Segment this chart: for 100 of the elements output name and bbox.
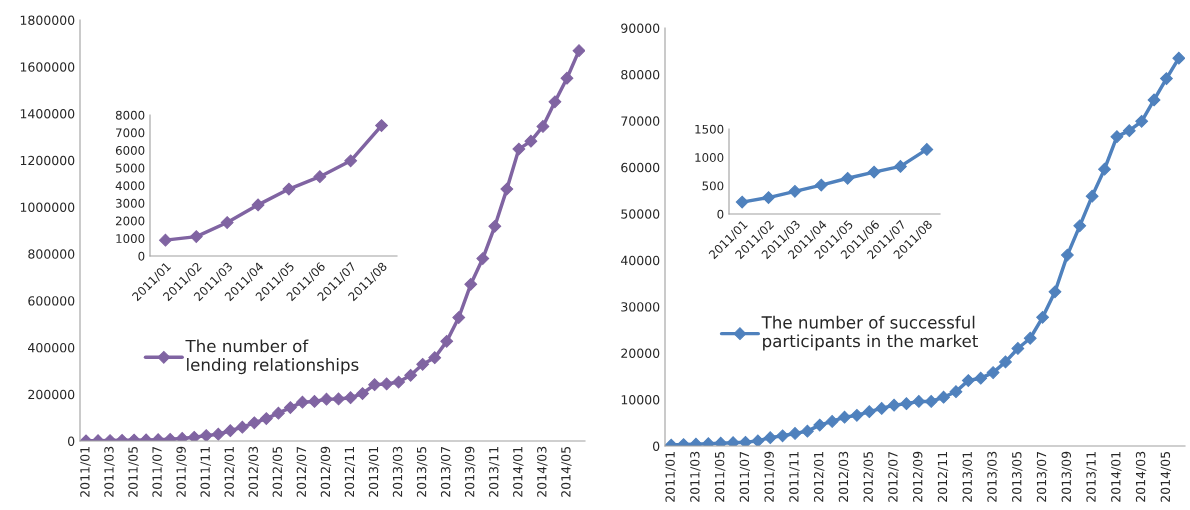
point [1011, 342, 1025, 355]
y-tick-label: 400000 [28, 342, 75, 353]
point [344, 391, 357, 405]
point [788, 184, 802, 198]
y-tick-label: 1500 [695, 124, 724, 134]
x-tick-label: 2013/07 [1036, 451, 1048, 502]
point [344, 154, 358, 168]
x-tick-label: 2013/09 [1061, 451, 1072, 502]
y-tick-label: 6000 [115, 145, 145, 155]
point [356, 387, 369, 400]
x-tick-label: 2013/01 [962, 452, 973, 502]
point [159, 233, 172, 247]
x-tick-label: 2012/05 [272, 446, 283, 497]
point [259, 412, 273, 425]
point [1135, 114, 1149, 128]
legend-label: The number of lending relationships [185, 339, 359, 375]
point [220, 216, 234, 229]
x-tick-label: 2014/01 [1111, 452, 1122, 502]
y-tick-label: 60000 [621, 162, 660, 173]
x-tick-label: 2013/05 [416, 446, 428, 497]
y-tick-label: 7000 [116, 128, 145, 138]
point [763, 431, 777, 445]
x-tick-label: 2013/01 [368, 447, 380, 497]
x-tick-label: 2012/07 [888, 451, 899, 502]
y-tick-label: 70000 [621, 116, 660, 126]
y-tick-label: 1400000 [20, 109, 75, 119]
point [762, 191, 775, 204]
point [841, 171, 855, 185]
point [1160, 72, 1173, 86]
y-tick-label: 5000 [116, 163, 145, 173]
y-tick-label: 40000 [620, 255, 660, 266]
x-tick-label: 2013/11 [1086, 452, 1097, 502]
point [320, 392, 333, 406]
x-tick-label: 2011/09 [176, 446, 187, 497]
point [999, 355, 1012, 369]
y-tick-label: 1600000 [20, 62, 75, 72]
point [296, 395, 309, 409]
y-tick-label: 30000 [621, 302, 660, 312]
point [739, 435, 752, 446]
point [1172, 51, 1185, 65]
point [875, 401, 889, 415]
point [368, 378, 381, 392]
point [380, 377, 394, 391]
point [488, 219, 502, 233]
point [949, 385, 963, 399]
y-tick-label: 0 [68, 436, 75, 446]
point [524, 134, 538, 148]
point [223, 424, 237, 438]
point [986, 366, 1000, 380]
point [572, 44, 585, 58]
x-tick-label: 2012/07 [296, 446, 308, 497]
x-tick-label: 2012/01 [813, 452, 825, 502]
point [199, 429, 213, 441]
point [867, 165, 881, 179]
y-tick-label: 800000 [28, 249, 75, 259]
point [825, 414, 839, 428]
point [271, 406, 285, 420]
y-tick-label: 0 [138, 251, 145, 261]
point [464, 277, 478, 291]
y-tick-label: 500 [702, 181, 724, 191]
point [937, 390, 950, 404]
x-tick-label: 2012/09 [912, 451, 924, 502]
point [776, 429, 790, 443]
x-tick-label: 2012/11 [937, 452, 949, 502]
point [308, 395, 321, 408]
y-tick-label: 2000 [115, 216, 145, 226]
point [900, 397, 913, 411]
x-tick-label: 2011/01 [80, 447, 91, 497]
point [1147, 93, 1161, 107]
y-tick-label: 1000000 [20, 202, 75, 213]
point [814, 178, 828, 192]
x-tick-label: 2011/07 [152, 446, 163, 497]
x-tick-label: 2014/03 [1135, 451, 1147, 502]
x-tick-label: 2012/09 [320, 446, 332, 497]
x-tick-label: 2014/05 [561, 446, 572, 497]
y-tick-label: 0 [653, 441, 660, 451]
x-tick-label: 2012/03 [838, 451, 850, 502]
point [313, 170, 327, 184]
y-tick-label: 1000 [116, 234, 145, 244]
y-tick-label: 90000 [621, 23, 660, 33]
x-tick-label: 2012/11 [344, 447, 356, 497]
x-tick-label: 2011/05 [714, 451, 726, 502]
point [1122, 124, 1136, 138]
point [735, 195, 749, 209]
point [862, 405, 876, 419]
x-tick-label: 2011/01 [665, 452, 676, 502]
point [850, 408, 864, 422]
x-tick-label: 2011/07 [739, 451, 751, 502]
point [1023, 331, 1037, 345]
y-tick-label: 10000 [621, 395, 660, 405]
point [894, 159, 907, 173]
x-tick-label: 2012/01 [224, 447, 235, 497]
x-tick-label: 2014/03 [537, 446, 548, 497]
point [1098, 162, 1111, 176]
point [912, 395, 926, 408]
x-tick-label: 2012/03 [248, 446, 259, 497]
point [452, 311, 466, 324]
point [560, 71, 574, 85]
legend-label: The number of successful participants in the market [761, 315, 978, 351]
point [500, 182, 514, 196]
